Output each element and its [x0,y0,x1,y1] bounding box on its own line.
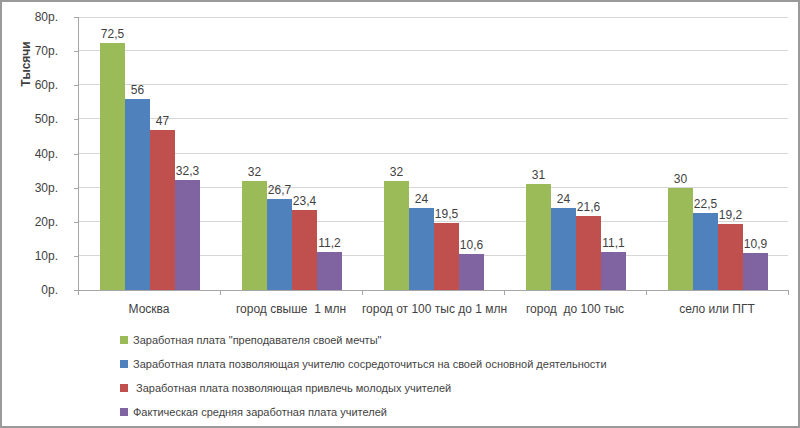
legend-item-label: Фактическая средняя заработная плата учи… [133,406,387,418]
data-label: 10,9 [724,237,788,251]
x-axis-category-label: город до 100 тыс [504,302,646,316]
bar [242,181,267,290]
bar [601,252,626,290]
bar [267,199,292,290]
data-label: 24 [390,192,454,206]
bar [317,252,342,290]
legend-item-label: Заработная плата позволяющая привлечь мо… [133,382,451,394]
y-axis-tick-label: 40р. [2,147,68,161]
bar [718,224,743,290]
data-label: 32 [365,165,429,179]
chart-legend: Заработная плата "преподавателя своей ме… [120,333,607,428]
data-label: 31 [507,168,571,182]
x-axis-tick-mark [646,290,647,295]
data-label: 32 [223,165,287,179]
plot-area: 72,5564732,33226,723,411,2322419,510,631… [78,17,788,291]
gridline [79,50,788,51]
bar [459,254,484,290]
teacher-salary-bar-chart: Тысячи 0р.10р.20р.30р.40р.50р.60р.70р.80… [0,0,800,428]
bar [292,210,317,290]
legend-color-swatch [120,360,128,368]
x-axis-tick-mark [504,290,505,295]
x-axis-category-label: город от 100 тыс до 1 млн [362,302,504,316]
data-label: 30 [649,172,713,186]
y-axis-tick-label: 20р. [2,215,68,229]
bar [434,223,459,290]
data-label: 19,2 [699,208,763,222]
data-label: 56 [106,83,170,97]
data-label: 19,5 [415,207,479,221]
bar [150,130,175,290]
x-axis-tick-mark [220,290,221,295]
legend-item: Заработная плата "преподавателя своей ме… [120,333,607,346]
legend-item-label: Заработная плата "преподавателя своей ме… [133,334,381,346]
bar [743,253,768,290]
data-label: 32,3 [156,164,220,178]
x-axis-tick-mark [78,290,79,295]
y-axis-tick-label: 30р. [2,181,68,195]
data-label: 72,5 [81,27,145,41]
y-axis-tick-label: 80р. [2,10,68,24]
data-label: 11,2 [298,236,362,250]
legend-item: Заработная плата позволяющая учителю сос… [120,357,607,370]
gridline [79,84,788,85]
bar [175,180,200,290]
y-axis-tick-label: 10р. [2,249,68,263]
y-axis-tick-label: 70р. [2,44,68,58]
legend-item: Заработная плата позволяющая привлечь мо… [120,381,607,394]
x-axis-tick-mark [362,290,363,295]
data-label: 21,6 [557,200,621,214]
bar [576,216,601,290]
data-label: 11,1 [582,236,646,250]
bar [551,208,576,290]
y-axis-tick-label: 60р. [2,78,68,92]
x-axis-category-label: село или ПГТ [646,302,788,316]
data-label: 47 [131,114,195,128]
bar [693,213,718,290]
x-axis-category-label: Москва [78,302,220,316]
data-label: 10,6 [440,238,504,252]
legend-item-label: Заработная плата позволяющая учителю сос… [133,358,607,370]
legend-color-swatch [120,408,128,416]
x-axis-tick-mark [788,290,789,295]
gridline [79,153,788,154]
data-label: 23,4 [273,194,337,208]
bar [100,43,125,290]
legend-item: Фактическая средняя заработная плата учи… [120,405,607,418]
legend-color-swatch [120,384,128,392]
y-axis-tick-label: 50р. [2,112,68,126]
legend-color-swatch [120,336,128,344]
y-axis-tick-label: 0р. [2,283,68,297]
x-axis-category-label: город свыше 1 млн [220,302,362,316]
gridline [79,17,788,18]
